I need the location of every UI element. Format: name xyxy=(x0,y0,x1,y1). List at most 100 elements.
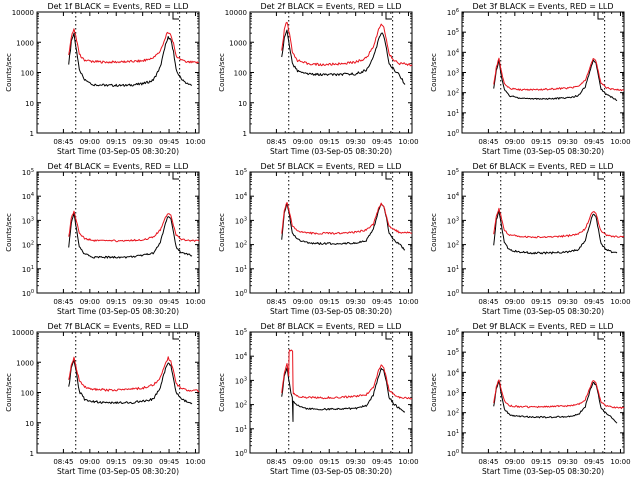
x-tick-label: 09:15 xyxy=(319,298,339,306)
x-tick-label: 09:45 xyxy=(159,298,179,306)
panel-title: Det 4f BLACK = Events, RED = LLD xyxy=(47,162,188,171)
x-tick-label: 10:00 xyxy=(185,458,205,466)
y-tick-label: 102 xyxy=(447,89,459,98)
lld-series-line xyxy=(68,356,200,393)
y-tick-label: 101 xyxy=(447,265,459,274)
y-tick-label: 1000 xyxy=(229,39,247,47)
events-series-line xyxy=(68,212,193,259)
lld-series-line xyxy=(68,28,199,64)
panel-det-5: Det 5f BLACK = Events, RED = LLD 100 101 10… xyxy=(218,162,419,316)
x-tick-label: 08:45 xyxy=(478,298,498,306)
panel-title: Det 6f BLACK = Events, RED = LLD xyxy=(472,162,613,171)
lld-series-line xyxy=(68,210,200,243)
x-tick-label: 08:45 xyxy=(53,138,73,146)
x-tick-label: 09:30 xyxy=(133,138,153,146)
x-tick-label: 08:45 xyxy=(266,458,286,466)
y-tick-label: 1 xyxy=(243,130,247,138)
x-tick-label: 09:30 xyxy=(558,458,578,466)
y-axis-label: Counts/sec xyxy=(218,373,226,412)
y-tick-label: 105 xyxy=(235,328,247,337)
plot-frame xyxy=(249,11,413,134)
panel-title: Det 3f BLACK = Events, RED = LLD xyxy=(472,2,613,11)
plot-frame xyxy=(249,331,413,454)
y-tick-label: 10 xyxy=(25,420,34,428)
y-tick-label: 102 xyxy=(235,241,247,250)
events-series-line xyxy=(281,202,406,251)
y-tick-label: 104 xyxy=(447,192,459,201)
x-tick-label: 09:30 xyxy=(558,138,578,146)
events-series-line xyxy=(68,360,193,405)
y-tick-label: 100 xyxy=(447,129,459,138)
x-tick-label: 08:45 xyxy=(478,458,498,466)
lld-series-line xyxy=(493,57,625,92)
x-tick-label: 10:00 xyxy=(185,298,205,306)
x-tick-label: 10:00 xyxy=(398,298,418,306)
x-tick-label: 09:15 xyxy=(531,458,551,466)
y-tick-label: 100 xyxy=(235,449,247,458)
y-tick-label: 101 xyxy=(235,265,247,274)
x-tick-label: 08:45 xyxy=(53,458,73,466)
y-tick-label: 10000 xyxy=(12,329,34,337)
y-tick-label: 103 xyxy=(22,216,34,225)
y-tick-label: 104 xyxy=(235,192,247,201)
corner-bracket xyxy=(172,172,179,180)
y-tick-label: 100 xyxy=(447,449,459,458)
x-tick-label: 08:45 xyxy=(53,298,73,306)
y-tick-label: 103 xyxy=(447,389,459,398)
corner-bracket xyxy=(172,12,179,20)
corner-bracket xyxy=(385,332,392,340)
y-tick-label: 100 xyxy=(21,390,34,398)
y-axis-label: Counts/sec xyxy=(5,213,13,252)
panel-title: Det 5f BLACK = Events, RED = LLD xyxy=(260,162,401,171)
y-tick-label: 100 xyxy=(22,289,34,298)
panel-det-9: Det 9f BLACK = Events, RED = LLD 100 101 10… xyxy=(430,322,631,476)
y-tick-label: 102 xyxy=(22,241,34,250)
corner-bracket xyxy=(597,12,604,20)
plot-frame xyxy=(36,171,200,294)
x-tick-label: 09:00 xyxy=(80,138,100,146)
y-tick-label: 100 xyxy=(234,70,247,78)
x-tick-label: 09:45 xyxy=(372,298,392,306)
x-tick-label: 09:30 xyxy=(133,458,153,466)
y-tick-label: 10 xyxy=(25,100,34,108)
x-tick-label: 09:00 xyxy=(505,138,525,146)
x-tick-label: 09:15 xyxy=(531,298,551,306)
panel-title: Det 9f BLACK = Events, RED = LLD xyxy=(472,322,613,331)
x-axis-label: Start Time (03-Sep-05 08:30:20) xyxy=(482,147,604,156)
x-tick-label: 09:00 xyxy=(80,458,100,466)
x-axis-label: Start Time (03-Sep-05 08:30:20) xyxy=(57,147,179,156)
x-tick-label: 09:15 xyxy=(106,298,126,306)
panel-det-1: Det 1f BLACK = Events, RED = LLD 1 10 100 10… xyxy=(5,2,206,156)
x-tick-label: 10:00 xyxy=(185,138,205,146)
x-tick-label: 09:45 xyxy=(159,458,179,466)
lld-series-line xyxy=(281,202,413,235)
events-series-line xyxy=(493,210,618,255)
x-tick-label: 09:30 xyxy=(346,458,366,466)
lld-series-line xyxy=(493,207,625,239)
x-tick-label: 09:15 xyxy=(319,458,339,466)
x-tick-label: 09:30 xyxy=(133,298,153,306)
x-tick-label: 10:00 xyxy=(610,298,630,306)
x-tick-label: 10:00 xyxy=(610,458,630,466)
x-tick-label: 09:45 xyxy=(584,458,604,466)
events-series-line xyxy=(68,32,193,87)
y-tick-label: 105 xyxy=(447,348,459,357)
y-tick-label: 101 xyxy=(22,265,34,274)
y-tick-label: 105 xyxy=(447,168,459,177)
x-axis-label: Start Time (03-Sep-05 08:30:20) xyxy=(57,467,179,476)
x-tick-label: 09:15 xyxy=(531,138,551,146)
y-tick-label: 103 xyxy=(447,216,459,225)
x-tick-label: 09:00 xyxy=(80,298,100,306)
x-tick-label: 09:45 xyxy=(584,298,604,306)
panel-title: Det 7f BLACK = Events, RED = LLD xyxy=(47,322,188,331)
x-tick-label: 09:00 xyxy=(293,298,313,306)
panel-det-7: Det 7f BLACK = Events, RED = LLD 1 10 100 10… xyxy=(5,322,206,476)
x-axis-label: Start Time (03-Sep-05 08:30:20) xyxy=(482,467,604,476)
plot-frame xyxy=(36,11,200,134)
x-axis-label: Start Time (03-Sep-05 08:30:20) xyxy=(270,307,392,316)
plot-frame xyxy=(249,171,413,294)
x-tick-label: 08:45 xyxy=(478,138,498,146)
y-tick-label: 102 xyxy=(447,241,459,250)
corner-bracket xyxy=(597,172,604,180)
y-tick-label: 101 xyxy=(447,429,459,438)
